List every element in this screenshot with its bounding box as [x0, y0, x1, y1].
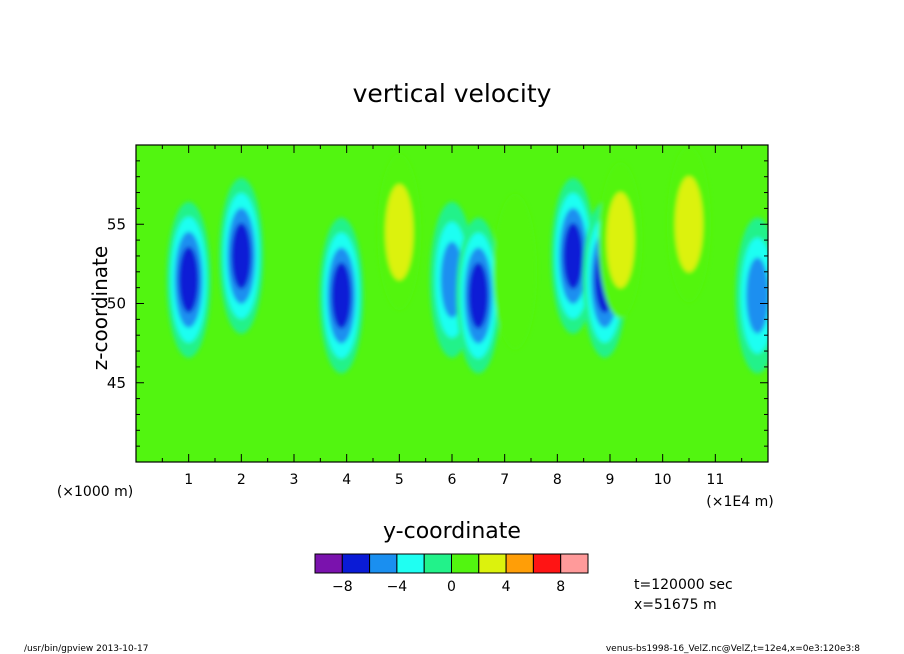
velocity-cell: [667, 146, 711, 303]
contour-band: [468, 262, 489, 329]
x-axis-label: y-coordinate: [383, 519, 521, 544]
colorbar: −8 −4 0 4 8: [314, 553, 589, 595]
contour-band: [563, 222, 584, 289]
colorbar-swatch: [341, 553, 371, 574]
contour-band: [385, 184, 414, 281]
contour-band: [331, 262, 352, 329]
colorbar-swatch: [478, 553, 507, 574]
x-tick-label: 6: [448, 472, 457, 488]
x-tick-label: 7: [500, 472, 509, 488]
y-tick-label: 50: [107, 295, 126, 313]
velocity-cell: [598, 162, 643, 319]
footer-left: /usr/bin/gpview 2013-10-17: [24, 644, 148, 654]
x-tick-label: 2: [237, 472, 246, 488]
contour-band: [231, 222, 252, 289]
velocity-cell: [166, 201, 211, 358]
y-axis-label: z-coordinate: [88, 246, 112, 370]
velocity-contour-field: [166, 146, 768, 374]
plot-area: [136, 145, 768, 462]
colorbar-swatch: [560, 553, 589, 574]
x-tick-label: 1: [184, 472, 193, 488]
colorbar-swatch: [505, 553, 534, 574]
x-tick-label: 5: [395, 472, 404, 488]
contour-band: [606, 192, 635, 289]
velocity-cell: [735, 217, 768, 374]
x-tick-label: 4: [342, 472, 351, 488]
colorbar-tick-label: 0: [447, 579, 456, 595]
footer-right: venus-bs1998-16_VelZ.nc@VelZ,t=12e4,x=0e…: [606, 644, 860, 654]
y-axis-scale-label: (×1000 m): [57, 484, 133, 500]
time-annotation: t=120000 sec: [634, 577, 733, 593]
contour-band: [493, 193, 538, 350]
x-tick-label: 3: [290, 472, 299, 488]
colorbar-tick-label: 4: [502, 579, 511, 595]
contour-band: [178, 246, 199, 313]
colorbar-swatch: [396, 553, 425, 574]
x-tick-label: 11: [706, 472, 724, 488]
velocity-cell: [377, 154, 422, 311]
colorbar-tick-label: −8: [332, 579, 353, 595]
chart-title: vertical velocity: [353, 79, 552, 108]
contour-band: [746, 257, 768, 334]
velocity-cell: [493, 193, 538, 350]
colorbar-swatch: [423, 553, 453, 574]
x-tick-label: 8: [553, 472, 562, 488]
colorbar-swatch: [451, 553, 480, 574]
colorbar-swatch: [369, 553, 398, 574]
velocity-cell: [219, 177, 264, 334]
y-tick-label: 45: [107, 374, 126, 392]
x-axis-scale-label: (×1E4 m): [706, 494, 773, 510]
velocity-cell: [319, 217, 364, 374]
x-tick-label: 10: [654, 472, 672, 488]
position-annotation: x=51675 m: [634, 597, 717, 613]
colorbar-swatch: [532, 553, 562, 574]
x-tick-label: 9: [606, 472, 615, 488]
colorbar-tick-label: −4: [387, 579, 408, 595]
colorbar-swatch: [314, 553, 343, 574]
velocity-cell: [456, 217, 501, 374]
contour-band: [675, 176, 703, 273]
y-tick-label: 55: [107, 215, 126, 233]
colorbar-tick-label: 8: [556, 579, 565, 595]
